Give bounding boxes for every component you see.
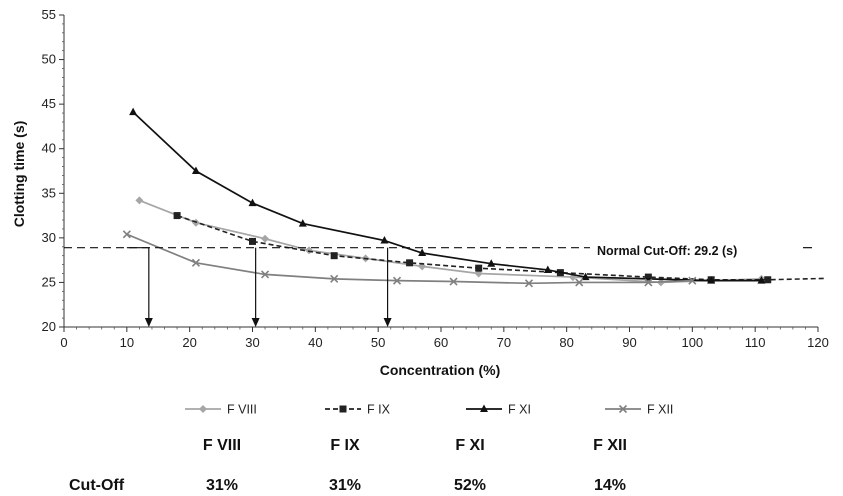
x-marker-stroke bbox=[261, 270, 270, 279]
x-marker-stroke bbox=[575, 278, 584, 287]
data-point-f-xi bbox=[418, 248, 427, 257]
data-point-f-ix bbox=[764, 276, 772, 284]
data-point-f-xi bbox=[581, 272, 590, 281]
data-point-f-xi bbox=[487, 259, 496, 267]
data-point-f-ix bbox=[249, 237, 256, 245]
x-tick-label: 100 bbox=[681, 335, 703, 350]
x-marker-stroke bbox=[330, 274, 339, 283]
data-point-f-xi bbox=[757, 276, 766, 284]
legend-label-f-viii: F VIII bbox=[227, 403, 257, 417]
data-point-f-xi bbox=[380, 236, 389, 244]
x-tick-label: 80 bbox=[559, 335, 573, 350]
y-tick-label: 20 bbox=[42, 319, 56, 334]
legend-marker-f-xi bbox=[480, 404, 488, 412]
legend-item-f-viii: F VIII bbox=[185, 403, 257, 417]
data-point-f-viii bbox=[135, 196, 144, 205]
table-column-header: F IX bbox=[330, 437, 360, 454]
cutoff-arrow-head bbox=[383, 318, 392, 327]
x-tick-label: 0 bbox=[60, 335, 67, 350]
data-point-f-ix bbox=[173, 212, 181, 220]
data-point-f-xi bbox=[543, 265, 552, 273]
data-point-f-xi bbox=[298, 219, 307, 227]
x-tick-label: 30 bbox=[245, 335, 259, 350]
y-tick-label: 55 bbox=[42, 7, 56, 22]
x-marker-stroke bbox=[191, 258, 201, 267]
x-marker-stroke bbox=[688, 276, 697, 285]
y-tick-label: 40 bbox=[42, 141, 56, 156]
x-marker-stroke bbox=[449, 277, 458, 286]
table-cell-value: 31% bbox=[206, 477, 238, 494]
legend-marker-f-viii bbox=[199, 405, 207, 413]
data-point-f-viii bbox=[261, 234, 270, 243]
table-column-header: F XII bbox=[593, 437, 627, 454]
table-cell-value: 31% bbox=[329, 477, 361, 494]
data-point-f-xi bbox=[248, 198, 257, 207]
data-point-f-ix bbox=[406, 259, 414, 267]
series-line-f-ix bbox=[176, 214, 824, 281]
cutoff-arrow-head bbox=[144, 318, 153, 327]
table-cell-value: 52% bbox=[454, 477, 486, 494]
x-tick-label: 10 bbox=[120, 335, 134, 350]
data-point-f-xii bbox=[122, 230, 131, 239]
data-point-f-xi bbox=[707, 276, 716, 284]
y-tick-label: 35 bbox=[42, 185, 56, 200]
x-axis-title: Concentration (%) bbox=[380, 362, 501, 378]
reference-line-label: Normal Cut-Off: 29.2 (s) bbox=[597, 244, 737, 258]
cutoff-table: F VIII F IX F XI F XII Cut-Off 31% 31% 52% 14% bbox=[69, 437, 627, 494]
legend-label-f-ix: F IX bbox=[367, 403, 391, 417]
x-marker-stroke bbox=[392, 276, 402, 285]
y-axis-title: Clotting time (s) bbox=[11, 121, 27, 228]
table-row-label: Cut-Off bbox=[69, 477, 125, 494]
y-tick-label: 50 bbox=[42, 52, 56, 67]
data-point-f-xii bbox=[688, 276, 697, 285]
data-point-f-ix bbox=[330, 252, 338, 260]
x-tick-label: 90 bbox=[622, 335, 636, 350]
data-point-f-xi bbox=[191, 166, 200, 174]
legend-item-f-xi: F XI bbox=[466, 403, 531, 417]
legend-marker-f-ix bbox=[339, 405, 347, 413]
x-marker-stroke bbox=[618, 404, 628, 414]
legend: F VIII F IX F XI F XII bbox=[185, 403, 673, 417]
y-tick-label: 30 bbox=[42, 230, 56, 245]
data-point-f-ix bbox=[644, 273, 652, 281]
y-tick-label: 45 bbox=[42, 96, 56, 111]
x-tick-label: 120 bbox=[807, 335, 829, 350]
x-tick-label: 110 bbox=[745, 335, 766, 350]
y-tick-label: 25 bbox=[42, 274, 56, 289]
legend-item-f-ix: F IX bbox=[325, 403, 391, 417]
data-point-f-xii bbox=[330, 274, 339, 283]
x-tick-label: 50 bbox=[371, 335, 385, 350]
table-cell-value: 14% bbox=[594, 477, 626, 494]
series-line-f-viii bbox=[139, 199, 762, 284]
data-point-f-xii bbox=[575, 278, 584, 287]
x-tick-label: 40 bbox=[308, 335, 322, 350]
data-point-f-xii bbox=[644, 278, 653, 287]
plot-area: 20 25 30 35 40 45 50 55 0 10 20 30 40 50 60 70 80 90 100 11… bbox=[42, 7, 829, 350]
table-column-header: F VIII bbox=[203, 437, 241, 454]
reference-line-group: Normal Cut-Off: 29.2 (s) bbox=[64, 244, 812, 327]
x-tick-label: 60 bbox=[434, 335, 448, 350]
legend-label-f-xi: F XI bbox=[508, 403, 531, 417]
data-point-f-xii bbox=[392, 276, 402, 285]
x-marker-stroke bbox=[122, 230, 131, 239]
data-point-f-xii bbox=[261, 270, 270, 279]
data-point-f-xii bbox=[524, 279, 534, 288]
table-column-header: F XI bbox=[455, 437, 484, 454]
data-point-f-ix bbox=[475, 264, 483, 272]
series-line-f-xii bbox=[126, 233, 693, 285]
legend-item-f-xii: F XII bbox=[605, 403, 673, 417]
legend-label-f-xii: F XII bbox=[647, 403, 673, 417]
legend-marker-f-xii bbox=[618, 404, 628, 414]
x-tick-label: 70 bbox=[497, 335, 511, 350]
cutoff-arrow-head bbox=[251, 318, 260, 327]
series-group bbox=[122, 107, 824, 288]
x-marker-stroke bbox=[644, 278, 653, 287]
data-point-f-xi bbox=[129, 107, 138, 116]
data-point-f-xii bbox=[191, 258, 201, 267]
x-marker-stroke bbox=[524, 279, 534, 288]
data-point-f-xii bbox=[449, 277, 458, 286]
x-tick-label: 20 bbox=[182, 335, 196, 350]
